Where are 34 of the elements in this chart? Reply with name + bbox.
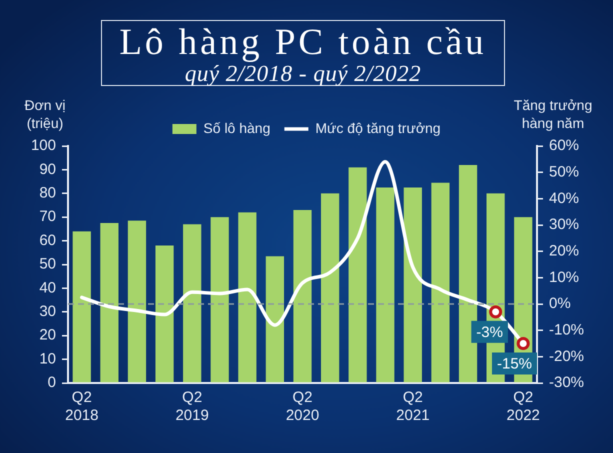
y2-tick-label: 20% [549,242,580,260]
y-tick-label: 40 [39,279,56,296]
y2-tick-label: -20% [549,348,584,365]
x-tick-label: Q2 2021 [396,389,430,424]
y2-tick-label: 50% [549,163,580,180]
data-label: -3% [476,324,503,342]
y-tick-label: 90 [39,160,56,178]
x-tick-label: Q2 2022 [506,389,540,424]
y-tick-label: 20 [39,326,56,344]
y2-axis-title: Tăng trưởng hàng năm [514,96,592,131]
x-tick-label: Q2 2019 [175,389,209,424]
y2-tick-label: 40% [549,190,580,207]
x-tick-label: Q2 2020 [286,389,320,424]
y-tick-label: 60 [39,232,56,249]
y-tick-label: 30 [39,303,56,320]
y2-tick-label: -10% [549,321,584,338]
legend-label: Số lô hàng [203,120,270,136]
y-tick-label: 100 [30,137,56,154]
y2-tick-label: 10% [549,268,580,286]
y2-tick-label: 30% [549,216,580,234]
y-tick-label: 10 [39,350,56,368]
chart-subtitle: quý 2/2018 - quý 2/2022 [184,61,422,86]
y-tick-label: 80 [39,184,56,202]
y2-tick-label: -30% [549,374,584,392]
y-tick-label: 70 [39,208,56,226]
data-label: -15% [496,356,532,373]
y-tick-label: 50 [39,256,56,273]
legend-label: Mức độ tăng trưởng [315,120,441,136]
y-axis-title: Đơn vị (triệu) [24,96,66,131]
x-tick-label: Q2 2018 [65,389,98,424]
y2-tick-label: 0% [549,295,571,312]
chart-title: Lô hàng PC toàn cầu [118,22,488,63]
y2-tick-label: 60% [549,137,580,154]
y-tick-label: 0 [48,374,56,392]
